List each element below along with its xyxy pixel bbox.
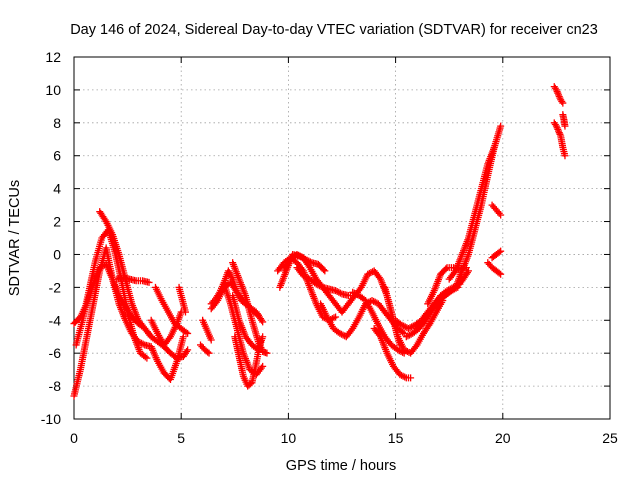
y-tick-label: -6 — [49, 345, 62, 361]
data-point-markers — [445, 122, 505, 283]
series-arc-31 — [452, 144, 498, 291]
data-point-markers — [370, 325, 415, 382]
data-point-markers — [550, 119, 569, 160]
x-tick-label: 10 — [281, 430, 297, 446]
data-point-markers — [70, 260, 155, 341]
series-arc-34 — [488, 201, 505, 219]
data-point-markers — [381, 283, 447, 357]
series-arc-6 — [151, 283, 192, 337]
data-point-markers — [293, 264, 359, 300]
data-points — [70, 83, 569, 400]
data-point-markers — [175, 283, 189, 316]
x-tick-label: 25 — [602, 430, 618, 446]
y-tick-label: 12 — [45, 49, 61, 65]
series-arc-4 — [70, 260, 155, 341]
series-arc-25 — [381, 283, 447, 357]
data-point-markers — [559, 111, 569, 130]
data-point-markers — [550, 83, 567, 107]
chart-title: Day 146 of 2024, Sidereal Day-to-day VTE… — [70, 22, 598, 38]
data-point-markers — [349, 288, 408, 357]
series-arc-33 — [488, 247, 505, 262]
y-tick-label: -2 — [49, 279, 62, 295]
y-tick-label: 0 — [53, 246, 61, 262]
data-point-markers — [488, 201, 505, 219]
y-axis-title: SDTVAR / TECUs — [7, 180, 23, 296]
series-arc-9 — [199, 316, 215, 344]
series-arc-10 — [196, 341, 213, 357]
y-tick-label: 4 — [53, 181, 61, 197]
data-point-markers — [231, 333, 265, 390]
series-arc-8 — [113, 273, 153, 286]
series-arc-23 — [349, 288, 408, 357]
data-point-markers — [199, 316, 215, 344]
x-axis-ticks: 0 5 10 15 20 25 — [70, 57, 618, 446]
x-tick-label: 20 — [495, 430, 511, 446]
plot-frame — [73, 56, 611, 420]
data-point-markers — [484, 259, 505, 278]
y-tick-label: 10 — [45, 82, 61, 98]
series-arc-36 — [550, 119, 569, 160]
y-axis-ticks: -10 -8 -6 -4 -2 0 2 4 6 8 10 12 — [41, 49, 610, 427]
series-arc-24 — [370, 325, 415, 382]
series-arc-30 — [445, 122, 505, 283]
grid-lines — [74, 57, 610, 419]
x-tick-label: 15 — [388, 430, 404, 446]
data-point-markers — [113, 273, 153, 286]
series-arc-7 — [175, 283, 189, 316]
x-axis-title: GPS time / hours — [286, 458, 396, 474]
y-tick-label: 8 — [53, 115, 61, 131]
data-point-markers — [452, 144, 498, 291]
y-tick-label: 6 — [53, 148, 61, 164]
series-arc-32 — [484, 259, 505, 278]
data-point-markers — [488, 247, 505, 262]
y-tick-label: -8 — [49, 378, 62, 394]
series-arc-35 — [550, 83, 567, 107]
x-tick-label: 5 — [177, 430, 185, 446]
series-arc-16 — [231, 333, 265, 390]
x-tick-label: 0 — [70, 430, 78, 446]
series-arc-20 — [293, 264, 359, 300]
data-point-markers — [151, 283, 192, 337]
data-point-markers — [196, 341, 213, 357]
y-tick-label: 2 — [53, 214, 61, 230]
series-arc-37 — [559, 111, 569, 130]
y-tick-label: -4 — [49, 312, 62, 328]
y-tick-label: -10 — [41, 411, 61, 427]
